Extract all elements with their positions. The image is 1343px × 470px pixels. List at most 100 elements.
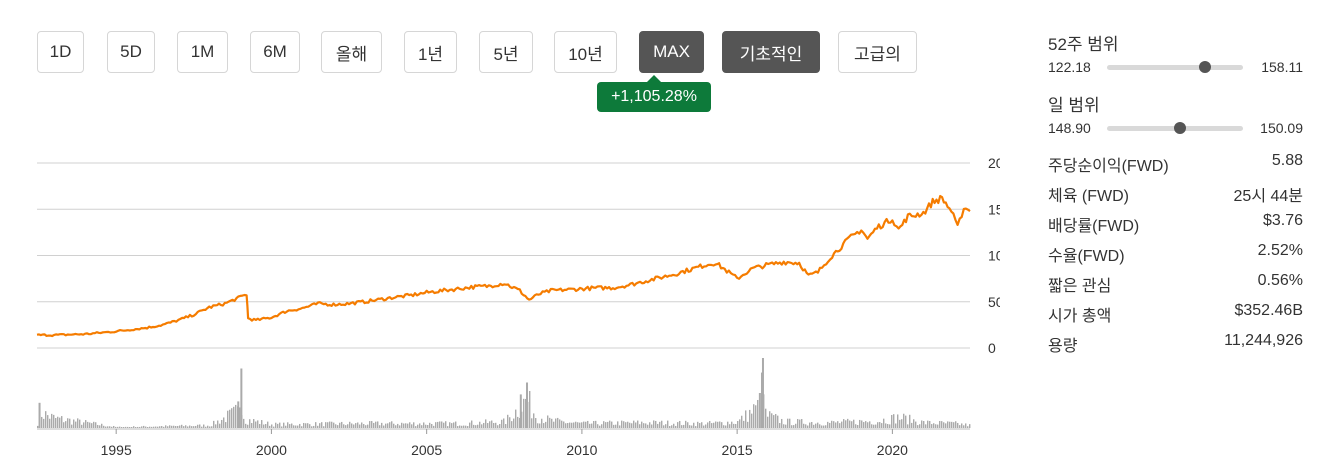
stat-label: 수율(FWD) [1048, 248, 1125, 265]
volume-bar [49, 418, 51, 428]
volume-bar [127, 426, 129, 428]
volume-bar [269, 425, 271, 428]
volume-bar [327, 422, 329, 428]
volume-bar [239, 407, 241, 428]
volume-bar [499, 423, 501, 428]
volume-bar [569, 422, 571, 428]
volume-bar [741, 415, 743, 428]
volume-bar [431, 423, 433, 428]
volume-bar [529, 390, 531, 428]
time-range-toolbar: 1D 5D 1M 6M 올해 1년 5년 10년 MAX 기초적인 고급의 [37, 31, 957, 73]
volume-bar [817, 422, 819, 428]
range-button-ytd[interactable]: 올해 [321, 31, 382, 73]
volume-spike [237, 401, 240, 428]
volume-bar [69, 418, 71, 428]
volume-bar [601, 424, 603, 428]
range-button-5y[interactable]: 5년 [479, 31, 533, 73]
volume-bar [151, 426, 153, 428]
volume-spike [240, 368, 243, 428]
volume-bar [481, 424, 483, 428]
volume-bar [563, 421, 565, 428]
volume-bar [535, 418, 537, 428]
volume-bar [303, 422, 305, 428]
volume-bar [853, 419, 855, 428]
volume-bar [857, 425, 859, 428]
stat-label: 시가 총액 [1048, 308, 1112, 325]
volume-bar [99, 425, 101, 428]
volume-bar [45, 411, 47, 428]
volume-bar [699, 423, 701, 428]
volume-bar [433, 425, 435, 428]
volume-bar [117, 426, 119, 428]
volume-spike [761, 358, 764, 428]
volume-bar [945, 423, 947, 428]
volume-bar [755, 405, 757, 428]
volume-bar [603, 421, 605, 428]
volume-bar [467, 426, 469, 428]
volume-bar [967, 426, 969, 428]
volume-bar [133, 426, 135, 428]
chart-mode-basic-button[interactable]: 기초적인 [722, 31, 820, 73]
volume-bar [155, 426, 157, 428]
volume-bar [399, 425, 401, 428]
volume-bar [455, 421, 457, 428]
volume-bar [249, 419, 251, 428]
volume-bar [523, 398, 525, 428]
volume-bar [439, 421, 441, 428]
range-button-1d[interactable]: 1D [37, 31, 84, 73]
volume-bar [903, 413, 905, 428]
range-button-1m[interactable]: 1M [177, 31, 228, 73]
range-button-max[interactable]: MAX [639, 31, 704, 73]
volume-bar [955, 421, 957, 428]
volume-bar [227, 410, 229, 428]
range-button-6m[interactable]: 6M [250, 31, 300, 73]
volume-bar [533, 413, 535, 428]
volume-bar [417, 424, 419, 428]
volume-bar [449, 422, 451, 428]
stat-row-eps: 주당순이익(FWD) 5.88 [1048, 152, 1303, 182]
range-button-5d[interactable]: 5D [107, 31, 155, 73]
volume-bar [653, 420, 655, 428]
volume-bar [71, 424, 73, 428]
volume-bar [97, 424, 99, 428]
volume-bar [595, 420, 597, 428]
volume-bar [161, 426, 163, 428]
volume-bar [775, 414, 777, 428]
range-day-high: 150.09 [1260, 120, 1303, 136]
volume-bar [115, 426, 117, 428]
volume-bar [791, 425, 793, 428]
stat-row-market-cap: 시가 총액 $352.46B [1048, 302, 1303, 332]
volume-bar [597, 424, 599, 428]
volume-bar [111, 426, 113, 428]
volume-bar [677, 422, 679, 428]
volume-bar [435, 422, 437, 428]
volume-bar [119, 426, 121, 428]
volume-bar [507, 414, 509, 428]
volume-bar [813, 424, 815, 428]
volume-bar [717, 421, 719, 428]
chart-mode-advanced-button[interactable]: 고급의 [838, 31, 917, 73]
range-button-10y[interactable]: 10년 [554, 31, 617, 73]
volume-bar [969, 424, 971, 428]
volume-bar [725, 425, 727, 428]
volume-bar [371, 421, 373, 428]
volume-bar [737, 421, 739, 428]
range-52-week-high: 158.11 [1261, 59, 1303, 75]
volume-bar [849, 420, 851, 428]
volume-bar [219, 423, 221, 428]
volume-bar [715, 421, 717, 428]
volume-bar [281, 426, 283, 428]
volume-bar [317, 425, 319, 428]
volume-bar [487, 423, 489, 428]
stat-value: 2.52% [1257, 242, 1303, 259]
volume-bar [257, 420, 259, 428]
range-button-1y[interactable]: 1년 [404, 31, 457, 73]
volume-bar [885, 423, 887, 428]
volume-bar [525, 398, 527, 428]
volume-bar [859, 419, 861, 428]
volume-bar [61, 416, 63, 428]
volume-bar [887, 424, 889, 428]
volume-bar [465, 425, 467, 428]
volume-bar [671, 425, 673, 428]
volume-bar [275, 422, 277, 428]
